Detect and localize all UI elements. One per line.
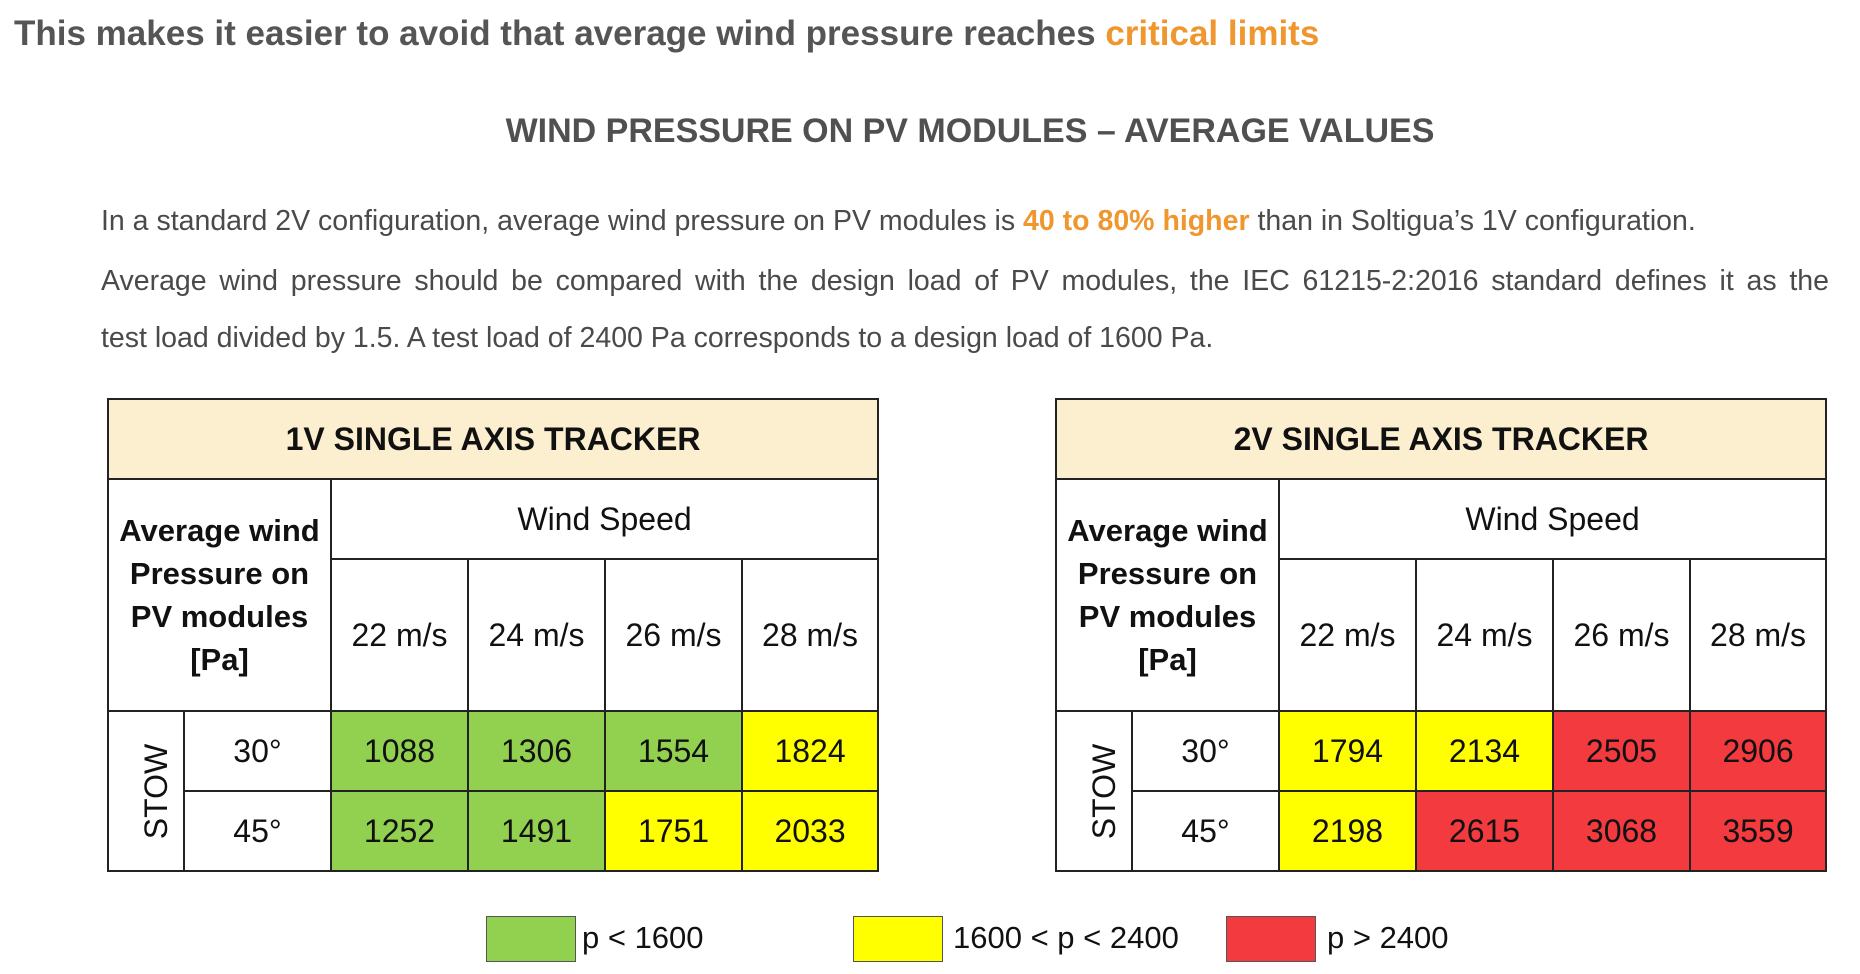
- legend-label-high: p > 2400: [1327, 920, 1449, 955]
- paragraph-1-before: In a standard 2V configuration, average …: [101, 205, 1024, 237]
- pressure-cell: 2134: [1415, 710, 1554, 792]
- speed-header: 26 m/s: [604, 558, 743, 712]
- headline: This makes it easier to avoid that avera…: [14, 14, 1319, 54]
- speed-header: 26 m/s: [1552, 558, 1691, 712]
- paragraph-2-line-2: test load divided by 1.5. A test load of…: [101, 322, 1214, 354]
- stow-label-cell: STOW: [1055, 710, 1133, 872]
- speed-header: 22 m/s: [1278, 558, 1417, 712]
- speed-header: 28 m/s: [1688, 558, 1828, 712]
- wind-speed-header: Wind Speed: [329, 478, 880, 560]
- headline-text: This makes it easier to avoid that avera…: [14, 14, 1106, 53]
- wind-speed-header: Wind Speed: [1277, 478, 1828, 560]
- pressure-cell: 1554: [604, 710, 743, 792]
- paragraph-1-after: than in Soltigua’s 1V configuration.: [1249, 205, 1696, 237]
- speed-header: 24 m/s: [467, 558, 606, 712]
- pressure-cell: 3559: [1688, 790, 1828, 872]
- table-1v-tracker: 1V SINGLE AXIS TRACKER Average wind Pres…: [106, 398, 880, 872]
- pressure-cell: 1824: [740, 710, 880, 792]
- pressure-cell: 1306: [467, 710, 606, 792]
- row-header-label: Average wind Pressure on PV modules [Pa]: [1055, 478, 1280, 712]
- angle-cell: 30°: [183, 710, 332, 792]
- section-title: WIND PRESSURE ON PV MODULES – AVERAGE VA…: [505, 112, 1435, 150]
- table-title: 2V SINGLE AXIS TRACKER: [1054, 398, 1828, 480]
- legend-swatch-red: [1226, 916, 1316, 962]
- paragraph-1-highlight: 40 to 80% higher: [1023, 205, 1250, 237]
- pressure-cell: 2033: [740, 790, 880, 872]
- angle-cell: 45°: [183, 790, 332, 872]
- pressure-cell: 1794: [1278, 710, 1417, 792]
- row-header-label: Average wind Pressure on PV modules [Pa]: [107, 478, 332, 712]
- legend-label-low: p < 1600: [582, 920, 704, 955]
- speed-header: 28 m/s: [740, 558, 880, 712]
- pressure-cell: 3068: [1552, 790, 1691, 872]
- angle-cell: 30°: [1131, 710, 1280, 792]
- pressure-cell: 2198: [1278, 790, 1417, 872]
- speed-header: 24 m/s: [1415, 558, 1554, 712]
- pressure-cell: 1088: [330, 710, 469, 792]
- pressure-cell: 2906: [1688, 710, 1828, 792]
- legend-label-medium: 1600 < p < 2400: [953, 920, 1179, 955]
- stow-label: STOW: [138, 743, 175, 839]
- legend-swatch-yellow: [853, 916, 943, 962]
- angle-cell: 45°: [1131, 790, 1280, 872]
- stow-label: STOW: [1086, 743, 1123, 839]
- stow-label-cell: STOW: [107, 710, 185, 872]
- legend-swatch-green: [486, 916, 576, 962]
- table-title: 1V SINGLE AXIS TRACKER: [106, 398, 880, 480]
- pressure-cell: 1491: [467, 790, 606, 872]
- table-2v-tracker: 2V SINGLE AXIS TRACKER Average wind Pres…: [1054, 398, 1828, 872]
- pressure-cell: 2505: [1552, 710, 1691, 792]
- pressure-cell: 1252: [330, 790, 469, 872]
- paragraph-1: In a standard 2V configuration, average …: [101, 205, 1829, 238]
- pressure-cell: 2615: [1415, 790, 1554, 872]
- paragraph-2-line-1: Average wind pressure should be compared…: [101, 265, 1829, 297]
- speed-header: 22 m/s: [330, 558, 469, 712]
- headline-highlight: critical limits: [1105, 14, 1320, 53]
- pressure-cell: 1751: [604, 790, 743, 872]
